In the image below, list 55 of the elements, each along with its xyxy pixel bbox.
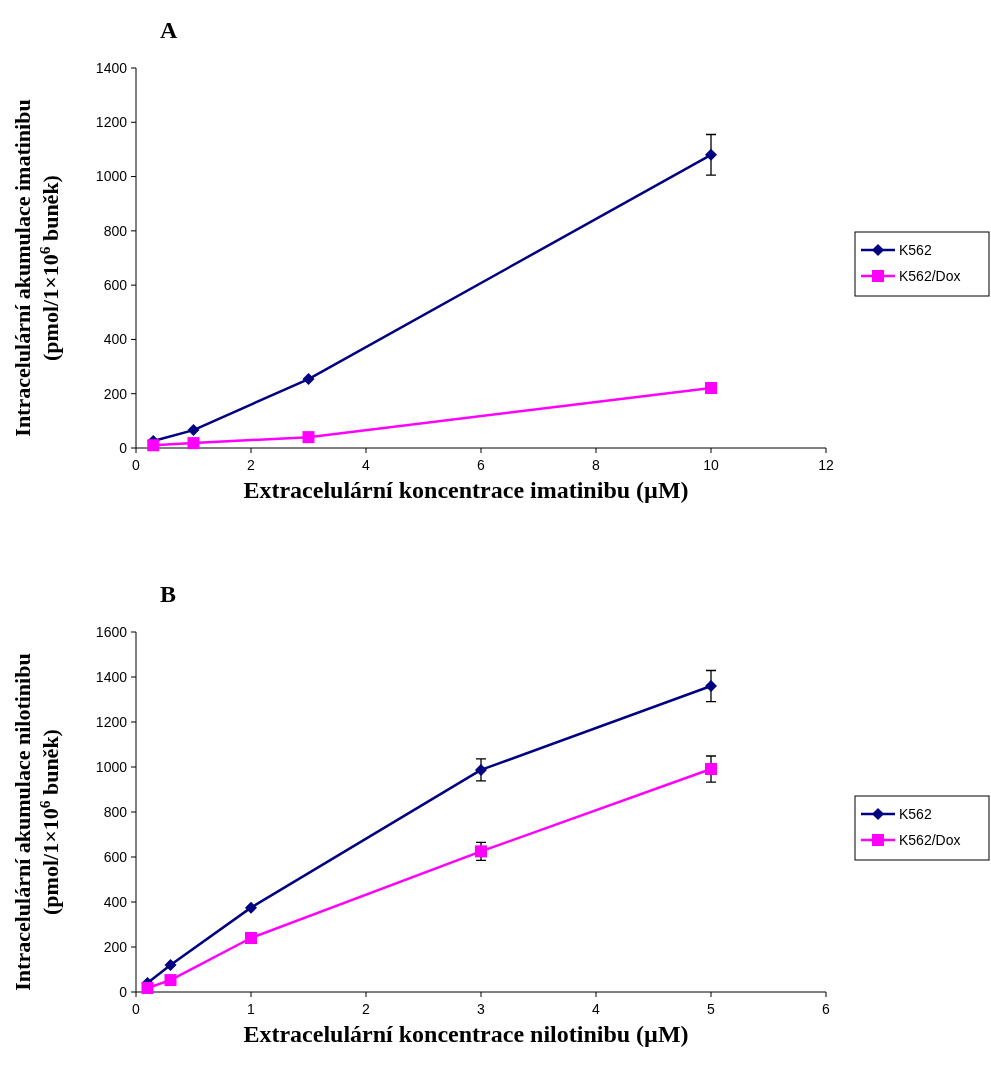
x-tick-label: 0 <box>132 1001 141 1017</box>
point <box>705 680 717 692</box>
point <box>164 959 177 971</box>
y-tick-label: 0 <box>119 439 128 456</box>
point <box>147 439 160 452</box>
y-tick-label: 1000 <box>95 758 128 775</box>
chart-title: B <box>160 581 177 607</box>
y-tick-label: 1200 <box>95 114 128 131</box>
y-tick-label: 800 <box>103 222 128 239</box>
point <box>302 431 315 444</box>
legend-label: K562/Dox <box>899 831 961 848</box>
y-tick-label: 600 <box>103 277 128 294</box>
point <box>302 373 315 386</box>
point <box>705 148 717 161</box>
point <box>187 437 200 450</box>
x-tick-label: 6 <box>477 457 486 473</box>
x-tick-label: 0 <box>132 457 141 473</box>
y-tick-label: 1000 <box>95 168 128 185</box>
x-axis-title: Extracelulární koncentrace imatinibu (µM) <box>243 477 689 503</box>
point <box>475 763 487 776</box>
chart-title: A <box>160 17 178 43</box>
y-tick-label: 1400 <box>95 668 128 685</box>
point <box>245 901 257 914</box>
point <box>245 932 257 944</box>
point <box>141 981 154 994</box>
x-axis-title: Extracelulární koncentrace nilotinibu (µM) <box>243 1021 689 1047</box>
x-tick-label: 6 <box>822 1001 831 1017</box>
y-tick-label: 1600 <box>95 623 128 640</box>
y-tick-label: 1400 <box>95 59 128 76</box>
legend-label: K562 <box>899 241 932 258</box>
y-tick-label: 200 <box>103 938 128 955</box>
point <box>187 424 200 437</box>
y-tick-label: 800 <box>103 803 128 820</box>
point <box>705 763 717 776</box>
y-tick-label: 200 <box>103 385 128 402</box>
y-tick-label: 400 <box>103 331 128 348</box>
x-tick-label: 1 <box>247 1001 256 1017</box>
point <box>164 974 177 987</box>
point <box>705 382 717 395</box>
point <box>475 845 487 858</box>
x-tick-label: 5 <box>707 1001 716 1017</box>
x-tick-label: 8 <box>592 457 601 473</box>
y-tick-label: 600 <box>103 848 128 865</box>
legend-label: K562 <box>899 805 932 822</box>
x-tick-label: 4 <box>592 1001 601 1017</box>
x-tick-label: 3 <box>477 1001 486 1017</box>
x-tick-label: 2 <box>247 457 256 473</box>
y-tick-label: 400 <box>103 893 128 910</box>
x-tick-label: 10 <box>703 457 719 473</box>
legend-label: K562/Dox <box>899 267 961 284</box>
x-tick-label: 4 <box>362 457 371 473</box>
y-tick-label: 1200 <box>95 713 128 730</box>
y-tick-label: 0 <box>119 983 128 1000</box>
x-tick-label: 12 <box>818 457 834 473</box>
x-tick-label: 2 <box>362 1001 371 1017</box>
